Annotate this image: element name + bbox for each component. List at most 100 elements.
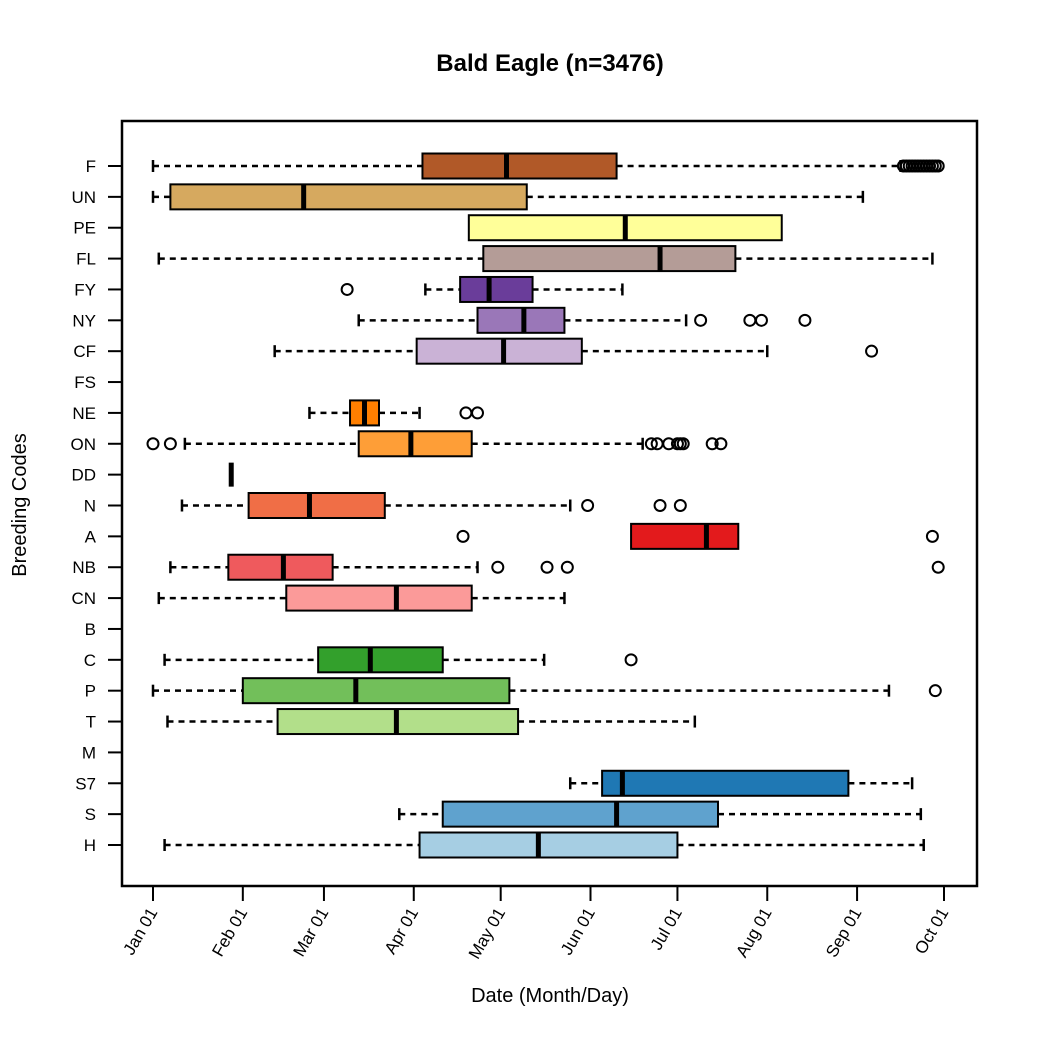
iqr-box [421, 152, 618, 180]
y-tick-label: CF [73, 342, 96, 361]
y-tick-label: FY [74, 280, 96, 299]
outlier-point [865, 344, 879, 358]
x-tick-label: Apr 01 [381, 905, 423, 958]
y-tick-label: T [86, 713, 96, 732]
box-a [456, 522, 939, 550]
outlier-point [705, 437, 719, 451]
y-tick-label: N [84, 497, 96, 516]
outlier-point [931, 159, 945, 173]
box-ne [308, 399, 485, 427]
y-tick-label: B [85, 620, 96, 639]
y-tick-label: FL [76, 250, 96, 269]
iqr-box [630, 522, 740, 550]
y-tick-label: UN [71, 188, 96, 207]
x-tick-label: Mar 01 [289, 905, 332, 960]
iqr-box [247, 492, 386, 519]
iqr-box [227, 553, 334, 581]
y-tick-label: NY [72, 311, 96, 330]
box-t [166, 708, 697, 736]
x-tick-label: Jul 01 [647, 905, 686, 954]
outlier-point [931, 560, 945, 574]
box-pe [467, 214, 783, 242]
box-h [163, 831, 925, 859]
outlier-point [146, 437, 160, 451]
outlier-point [459, 406, 473, 420]
box-s [398, 800, 923, 828]
box-un [151, 183, 865, 211]
plot-marks [146, 152, 945, 859]
box-cn [157, 584, 566, 612]
y-tick-label: CN [71, 589, 96, 608]
iqr-box [482, 245, 737, 273]
y-tick-label: A [85, 527, 97, 546]
chart-title: Bald Eagle (n=3476) [436, 50, 663, 77]
box-on [146, 430, 728, 458]
iqr-box [459, 275, 534, 303]
y-tick-label: NB [72, 558, 96, 577]
outlier-point [653, 499, 667, 512]
plot-frame [120, 119, 979, 888]
x-tick-label: Jan 01 [119, 905, 161, 959]
iqr-box [415, 337, 583, 365]
iqr-box [441, 800, 719, 828]
box-p [151, 677, 942, 705]
outlier-point [754, 313, 768, 327]
outlier-point [928, 684, 942, 698]
outlier-point [694, 313, 708, 327]
box-ny [357, 306, 812, 334]
y-tick-label: ON [71, 435, 97, 454]
iqr-box [317, 646, 444, 674]
x-tick-label: Aug 01 [732, 905, 775, 961]
box-f [151, 152, 945, 180]
box-fl [157, 245, 934, 273]
x-axis: Jan 01 Feb 01 Mar 01 Apr 01 May 01 Jun 01 Jul … [119, 886, 952, 962]
outlier-point [581, 499, 595, 512]
outlier-point [673, 499, 687, 512]
x-tick-label: Sep 01 [822, 905, 865, 961]
outlier-point [743, 313, 757, 327]
x-tick-label: Oct 01 [911, 905, 953, 958]
y-tick-label: F [86, 157, 96, 176]
y-tick-label: H [84, 836, 96, 855]
outlier-point [798, 313, 812, 327]
box-n [180, 492, 687, 519]
iqr-box [169, 183, 528, 211]
iqr-box [601, 769, 850, 797]
iqr-box [418, 831, 679, 859]
box-s7 [568, 769, 914, 797]
outlier-point [676, 437, 690, 451]
iqr-box [476, 306, 566, 334]
y-tick-label: PE [73, 219, 96, 238]
box-cf [273, 337, 879, 365]
outlier-point [340, 282, 354, 296]
iqr-box [241, 677, 511, 705]
y-tick-label: M [82, 743, 96, 762]
x-tick-label: May 01 [465, 905, 509, 963]
y-tick-label: S [85, 805, 96, 824]
outlier-point [163, 437, 177, 451]
y-axis-label: Breeding Codes [9, 433, 31, 576]
box-fy [340, 275, 624, 303]
box-c [163, 646, 638, 674]
x-axis-label: Date (Month/Day) [471, 985, 629, 1007]
outlier-point [560, 560, 574, 574]
y-tick-label: S7 [75, 774, 96, 793]
outlier-point [925, 529, 939, 543]
outlier-point [471, 406, 485, 420]
x-tick-label: Jun 01 [557, 905, 599, 959]
y-tick-label: P [85, 682, 96, 701]
iqr-box [357, 430, 473, 458]
outlier-point [624, 653, 638, 667]
x-tick-label: Feb 01 [208, 905, 251, 960]
outlier-point [644, 437, 658, 451]
outlier-point [456, 529, 470, 543]
iqr-box [285, 584, 473, 612]
outlier-point [491, 560, 505, 574]
y-tick-label: NE [72, 404, 96, 423]
outlier-point [714, 437, 728, 451]
outlier-point [540, 560, 554, 574]
box-nb [169, 553, 945, 581]
y-tick-label: DD [71, 466, 96, 485]
